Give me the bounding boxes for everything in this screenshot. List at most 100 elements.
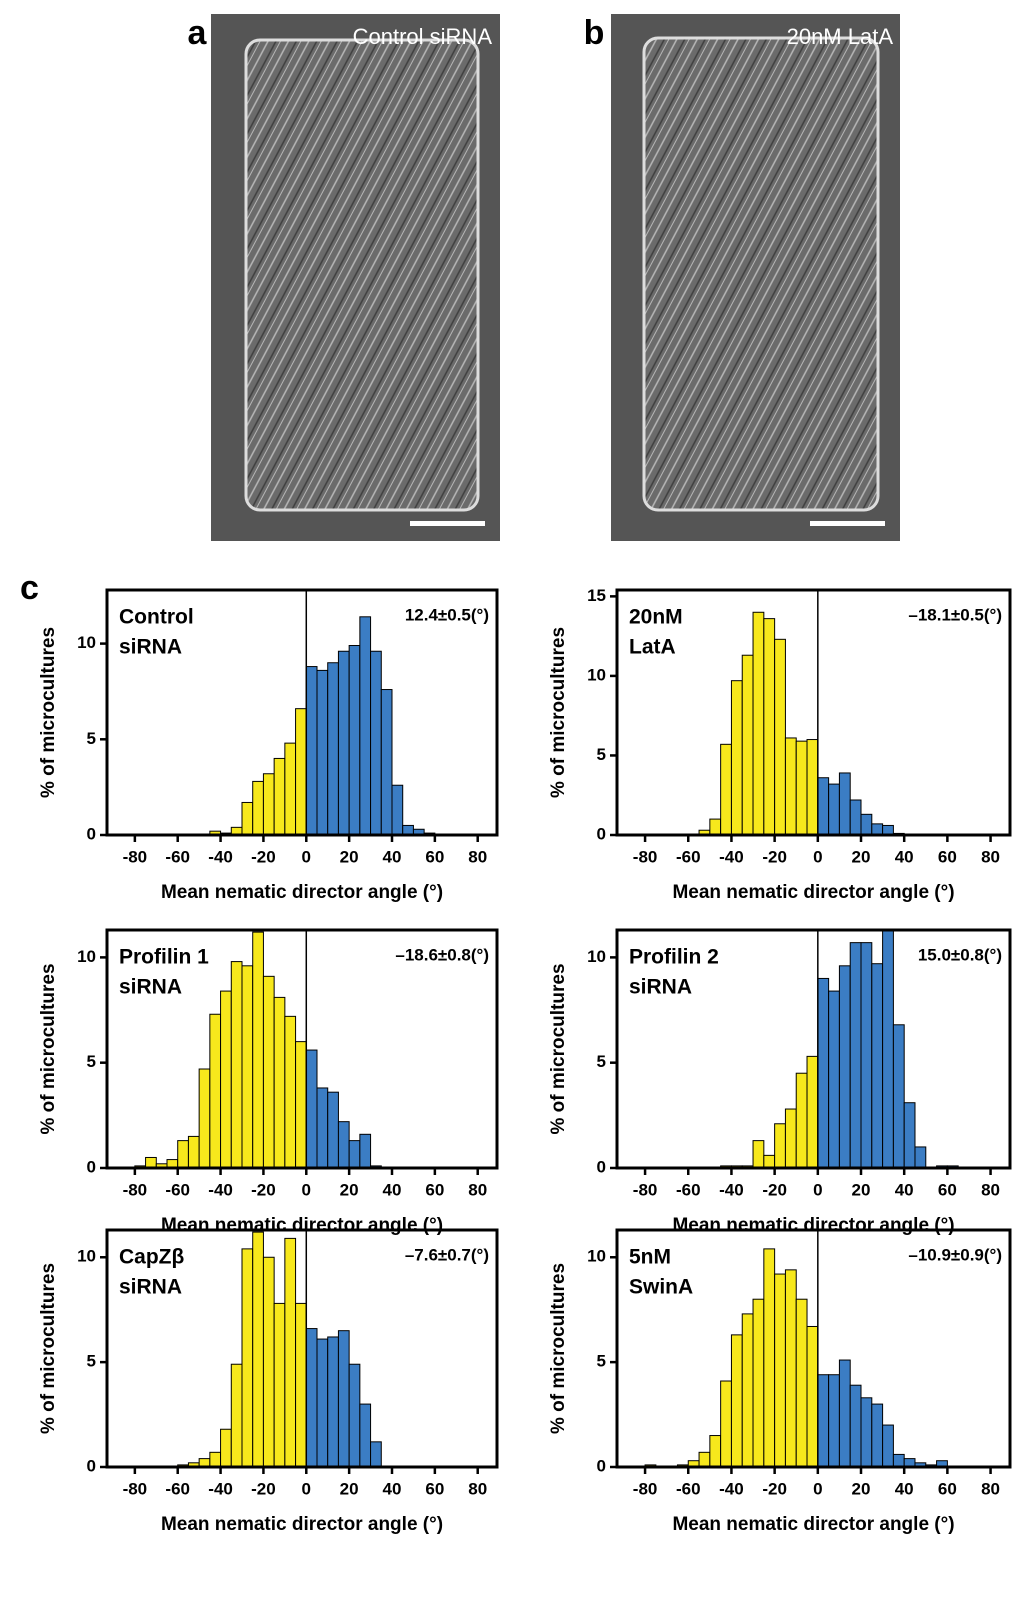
bar [795, 1072, 808, 1169]
x-tick-label: 60 [938, 1479, 957, 1498]
x-tick-label: 0 [302, 1180, 311, 1199]
bar [209, 1451, 222, 1468]
x-tick-label: -60 [676, 847, 701, 866]
x-tick-label: -80 [123, 847, 148, 866]
stat-annotation: 12.4±0.5(°) [405, 605, 489, 624]
bar [273, 757, 286, 836]
x-axis-label: Mean nematic director angle (°) [161, 1514, 443, 1535]
x-tick-label: -40 [208, 1180, 233, 1199]
histogram: 0 5 10 -80 -60 -40 -20 0 20 40 60 80 Mean nematic di… [38, 588, 499, 903]
bar [882, 929, 894, 1169]
scale-bar [410, 521, 485, 526]
x-tick-label: -40 [719, 847, 744, 866]
bar [359, 1403, 372, 1468]
histogram: 0 5 10 -80 -60 -40 -20 0 20 40 60 80 Mean nematic di… [548, 1228, 1012, 1535]
y-tick-label: 10 [587, 947, 606, 966]
x-tick-label: 20 [340, 847, 359, 866]
bar [892, 1024, 905, 1169]
x-tick-label: 80 [468, 1180, 487, 1199]
bar [774, 1123, 786, 1169]
bar [784, 737, 797, 836]
bar [252, 780, 264, 836]
y-tick-label: 15 [587, 586, 606, 605]
x-tick-label: 20 [852, 1479, 871, 1498]
y-tick-label: 5 [597, 745, 606, 764]
bar [391, 784, 404, 836]
plot-frame [615, 588, 1012, 837]
panel-letter: a [188, 14, 208, 52]
x-tick-label: -20 [251, 1180, 276, 1199]
bar [337, 650, 350, 836]
bar [838, 1359, 851, 1468]
x-tick-label: 20 [340, 1479, 359, 1498]
bar [795, 1298, 808, 1468]
scale-bar [810, 521, 885, 526]
x-tick-label: 40 [383, 1180, 402, 1199]
bar [220, 1428, 232, 1468]
x-tick-label: 60 [425, 847, 444, 866]
microculture [244, 38, 480, 512]
bar [273, 1302, 286, 1468]
x-tick-label: -80 [123, 1180, 148, 1199]
bar [187, 1135, 200, 1169]
y-axis-label: % of microcultures [38, 1263, 59, 1434]
bar [709, 818, 722, 836]
bar [316, 1087, 329, 1169]
bar [828, 783, 840, 836]
bar [752, 1298, 765, 1468]
x-tick-label: -60 [165, 1479, 190, 1498]
x-tick-label: 80 [468, 847, 487, 866]
bar [784, 1269, 797, 1468]
bar [849, 799, 862, 836]
condition-label: 20nM [629, 606, 683, 629]
bar [741, 654, 754, 836]
panel-letter: c [20, 569, 39, 607]
x-tick-label: -80 [633, 1180, 658, 1199]
x-tick-label: -20 [251, 1479, 276, 1498]
bar [871, 1403, 884, 1468]
bar [305, 666, 318, 836]
bar [241, 1248, 254, 1468]
image-panel-b: b 20nM LatA [584, 14, 900, 541]
bar [817, 1374, 830, 1468]
x-tick-label: 0 [813, 1479, 822, 1498]
bar [348, 1140, 361, 1169]
x-tick-label: -20 [762, 1180, 787, 1199]
bar [752, 1140, 765, 1169]
plot-frame [615, 928, 1012, 1170]
bar [849, 942, 862, 1169]
y-tick-label: 10 [587, 1247, 606, 1266]
bar [252, 1231, 264, 1468]
image-panel-a: a Control siRNA [188, 14, 500, 541]
bar [327, 1091, 339, 1169]
histogram: 0 5 10 15 -80 -60 -40 -20 0 20 40 60 80 Mean nematic … [548, 586, 1012, 903]
x-tick-label: -40 [208, 847, 233, 866]
x-tick-label: -60 [165, 1180, 190, 1199]
bar [806, 1325, 819, 1468]
bar [252, 931, 264, 1169]
x-tick-label: 40 [383, 847, 402, 866]
bar [892, 1453, 905, 1468]
x-tick-label: -60 [165, 847, 190, 866]
y-axis-label: % of microcultures [38, 627, 59, 798]
y-tick-label: 5 [597, 1352, 606, 1371]
bar [316, 1338, 329, 1468]
bar [795, 740, 808, 836]
condition-label: LatA [629, 636, 676, 659]
bar [849, 1384, 862, 1468]
bar [241, 965, 254, 1169]
x-tick-label: -40 [719, 1479, 744, 1498]
bar [327, 662, 339, 836]
x-tick-label: -40 [208, 1479, 233, 1498]
plot-frame [105, 588, 499, 837]
bar [828, 1374, 840, 1468]
bar [741, 1313, 754, 1468]
stat-annotation: –18.1±0.5(°) [908, 605, 1002, 624]
bar [860, 942, 873, 1169]
bar [337, 1121, 350, 1169]
y-tick-label: 0 [597, 824, 606, 843]
bar [295, 1302, 307, 1468]
bar [838, 965, 851, 1169]
